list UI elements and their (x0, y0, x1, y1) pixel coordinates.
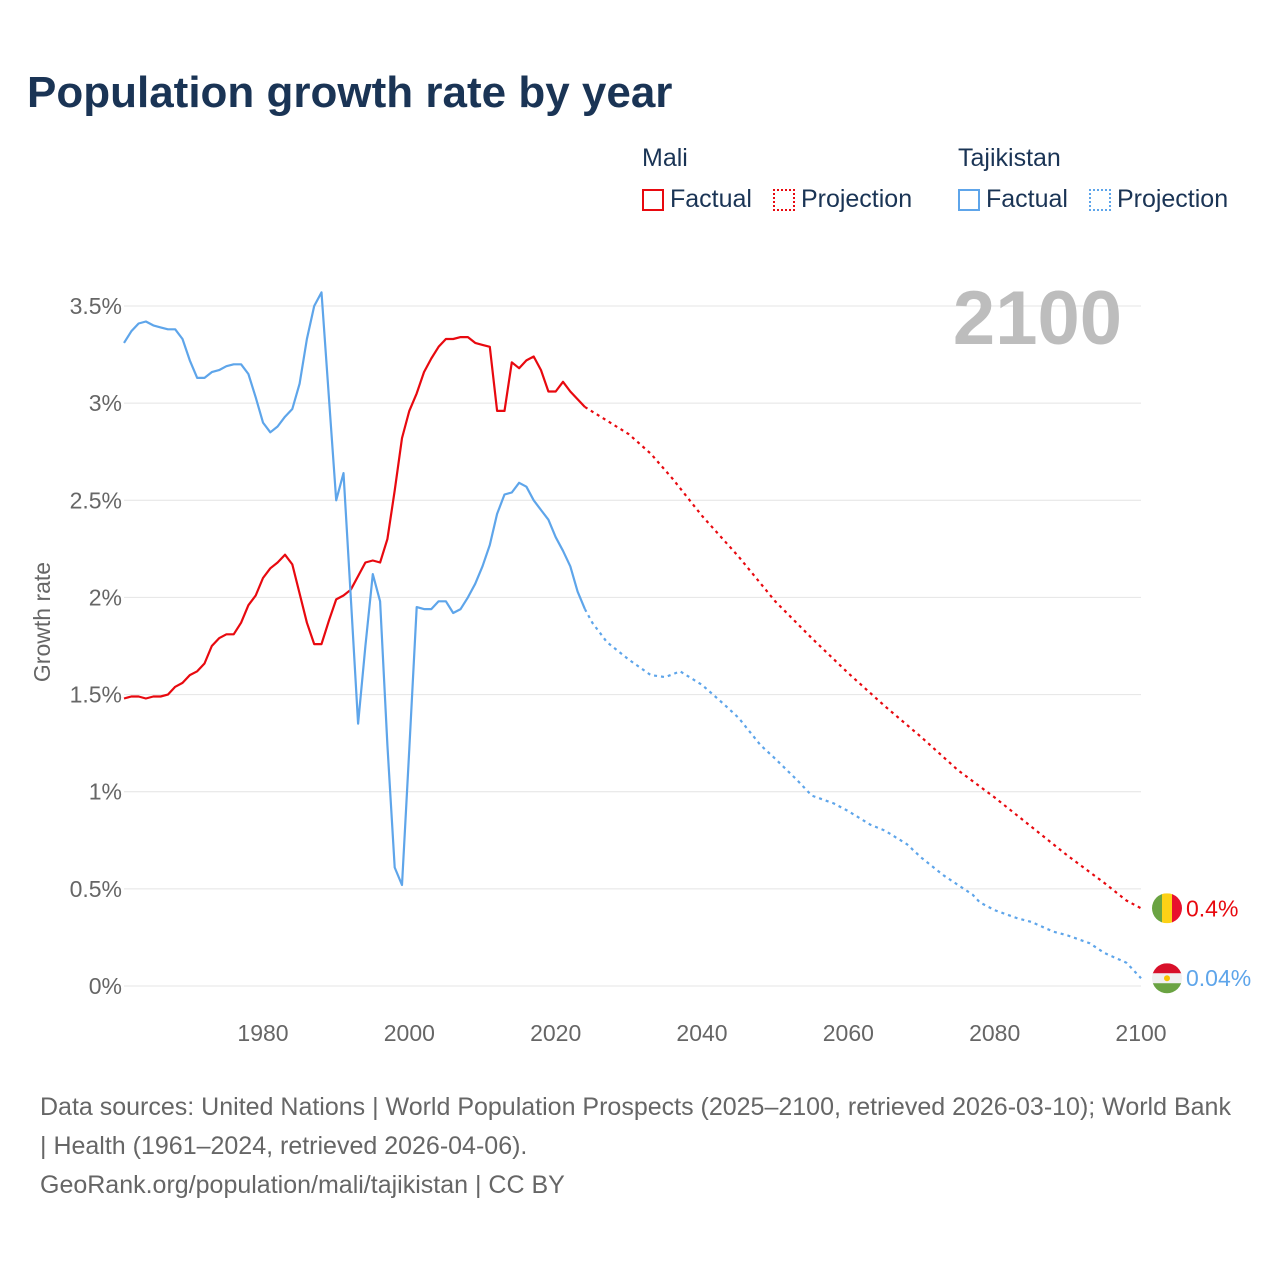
x-tick-label: 2100 (1115, 1020, 1166, 1046)
y-tick-label: 2.5% (70, 487, 122, 513)
legend-label: Projection (800, 185, 913, 213)
chart-title: Population growth rate by year (27, 68, 673, 117)
legend-mali-projection[interactable]: Projection (772, 185, 913, 214)
legend-label: Factual (986, 185, 1068, 213)
x-tick-label: 2060 (823, 1020, 874, 1046)
y-tick-label: 1% (89, 779, 122, 805)
tajikistan-flag-icon (1152, 963, 1182, 994)
series-line-mali-factual (123, 336, 586, 700)
y-tick-label: 3% (89, 390, 122, 416)
solid-swatch-icon (642, 188, 664, 211)
legend-group-mali: Mali Factual Projection (642, 144, 926, 218)
x-tick-label: 2000 (384, 1020, 435, 1046)
x-tick-label: 2040 (676, 1020, 727, 1046)
end-label-tajikistan: 0.04% (1186, 965, 1251, 991)
y-tick-label: 0.5% (70, 876, 122, 902)
legend-tajikistan-projection[interactable]: Projection (1088, 185, 1229, 214)
dotted-swatch-icon (772, 188, 795, 211)
data-sources: Data sources: United Nations | World Pop… (40, 1093, 1231, 1160)
credit-link[interactable]: GeoRank.org/population/mali/tajikistan |… (40, 1171, 565, 1199)
series-line-tajikistan-factual (123, 291, 586, 887)
dotted-swatch-icon (1088, 188, 1111, 211)
legend-group-title: Tajikistan (958, 144, 1061, 172)
legend-label: Projection (1116, 185, 1229, 213)
mali-flag-icon (1152, 893, 1182, 924)
legend-label: Factual (670, 185, 752, 213)
y-tick-label: 0% (89, 973, 122, 999)
y-tick-label: 1.5% (70, 682, 122, 708)
current-year-label: 2100 (952, 276, 1122, 361)
x-tick-label: 1980 (237, 1020, 288, 1046)
solid-swatch-icon (958, 188, 980, 211)
series-line-tajikistan-projection (583, 608, 1142, 979)
footer: Data sources: United Nations | World Pop… (40, 1088, 1240, 1205)
y-tick-label: 2% (89, 584, 122, 610)
legend-group-title: Mali (642, 144, 688, 172)
legend-group-tajikistan: Tajikistan Factual Projection (958, 144, 1242, 218)
legend-tajikistan-factual[interactable]: Factual (958, 185, 1068, 214)
y-axis-label: Growth rate (29, 562, 55, 682)
y-tick-label: 3.5% (70, 293, 122, 319)
legend-mali-factual[interactable]: Factual (642, 185, 752, 214)
x-tick-label: 2020 (530, 1020, 581, 1046)
end-label-mali: 0.4% (1186, 895, 1238, 921)
series-line-mali-projection (584, 406, 1142, 910)
x-tick-label: 2080 (969, 1020, 1020, 1046)
